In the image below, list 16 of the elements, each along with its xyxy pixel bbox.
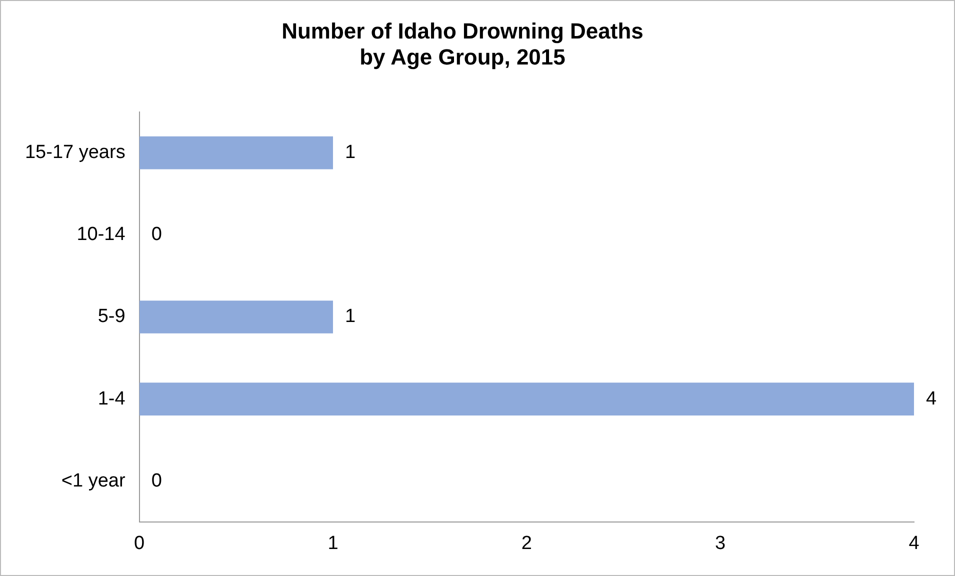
x-tick-label: 4 — [908, 532, 920, 554]
data-label: 1 — [345, 142, 356, 164]
data-label: 0 — [151, 224, 162, 246]
x-tick-label: 1 — [328, 532, 338, 554]
x-tick-label: 3 — [715, 532, 726, 554]
chart-title: Number of Idaho Drowning Deaths by Age Group, 2015 — [282, 18, 644, 70]
y-tick-label: 5-9 — [98, 306, 126, 328]
data-label: 1 — [345, 306, 356, 328]
y-tick-label: 1-4 — [98, 388, 126, 410]
data-label: 4 — [926, 388, 937, 410]
y-tick-label: 10-14 — [76, 224, 126, 246]
y-tick-label: <1 year — [61, 470, 126, 492]
x-tick-label: 0 — [134, 532, 145, 554]
data-label: 0 — [151, 470, 162, 492]
y-tick-label: 15-17 years — [24, 142, 126, 164]
x-tick-label: 2 — [521, 532, 532, 554]
